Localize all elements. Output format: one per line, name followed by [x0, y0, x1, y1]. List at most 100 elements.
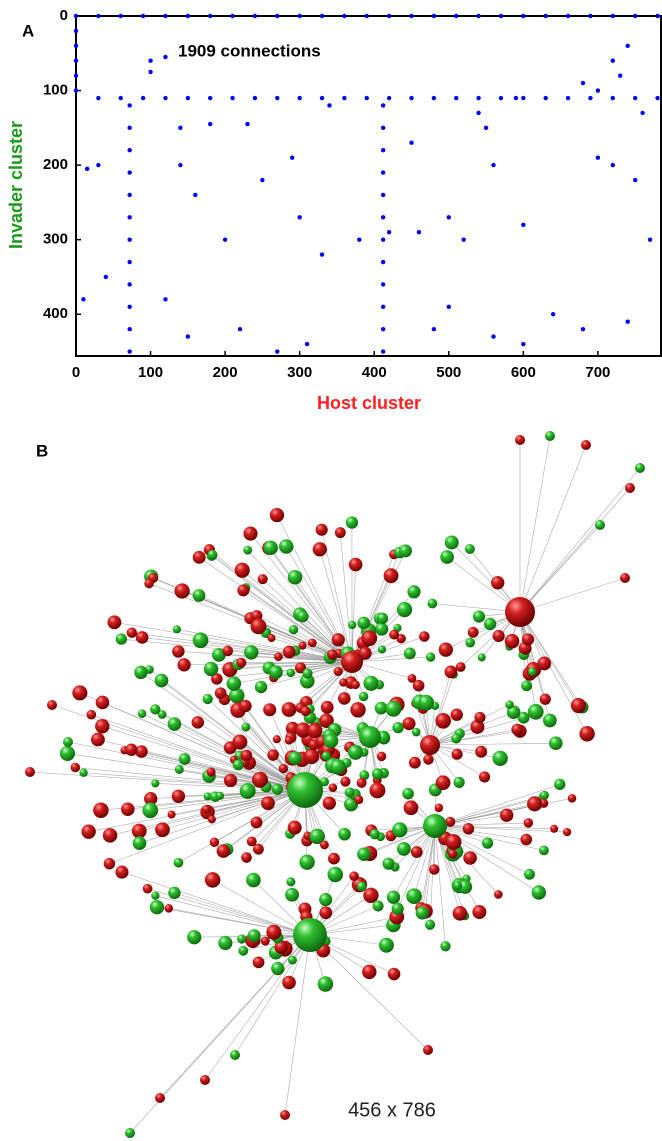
node [415, 906, 429, 920]
point [364, 13, 369, 19]
point [380, 215, 386, 220]
node [177, 658, 191, 672]
node [192, 632, 209, 649]
node [247, 929, 261, 943]
edge [429, 744, 485, 778]
node [207, 549, 218, 560]
point [595, 88, 601, 93]
node [135, 745, 148, 758]
point [96, 95, 101, 101]
point [625, 319, 630, 324]
node [475, 745, 488, 758]
point [431, 13, 437, 19]
node [79, 768, 88, 777]
node [505, 700, 514, 709]
point [380, 237, 386, 242]
point [632, 95, 638, 101]
node [581, 440, 591, 450]
node [299, 673, 315, 689]
node [429, 864, 440, 875]
edge [294, 577, 353, 663]
point [319, 252, 325, 257]
node [173, 857, 184, 868]
node [538, 845, 549, 856]
x-tick-label: 400 [362, 364, 387, 381]
node [408, 756, 421, 769]
point [118, 13, 123, 19]
node [192, 589, 206, 602]
y-tick-label: 200 [43, 156, 68, 173]
node [25, 767, 35, 777]
node [396, 601, 413, 618]
edge [212, 879, 311, 936]
node [172, 625, 181, 634]
edge [519, 467, 641, 613]
node [377, 645, 387, 654]
node [625, 483, 635, 493]
node [207, 815, 216, 824]
node [191, 716, 205, 729]
node [327, 866, 344, 883]
edge [91, 714, 306, 791]
node [453, 776, 465, 788]
node [444, 665, 458, 679]
node [125, 743, 138, 756]
point [207, 121, 213, 127]
node [474, 711, 486, 723]
node [527, 796, 543, 812]
node [389, 629, 400, 640]
edge [309, 934, 429, 1051]
edge [393, 825, 436, 898]
node [434, 803, 444, 813]
point [127, 282, 132, 287]
node [494, 890, 503, 899]
edge [519, 435, 551, 613]
node [467, 626, 479, 638]
point [140, 13, 146, 19]
node [349, 871, 359, 882]
node [511, 723, 524, 736]
node [164, 904, 174, 913]
point [580, 326, 586, 332]
point [632, 177, 638, 183]
panel-label: A [22, 21, 34, 40]
node [229, 687, 245, 704]
node [155, 1093, 165, 1103]
node [267, 633, 276, 643]
node [579, 726, 595, 742]
node [330, 759, 346, 775]
node [361, 630, 378, 647]
node [268, 665, 283, 680]
node [438, 642, 453, 657]
node [452, 906, 468, 921]
point [96, 13, 101, 19]
point [127, 103, 132, 108]
point [297, 13, 302, 19]
point [185, 13, 191, 19]
point [96, 162, 101, 168]
point [498, 95, 504, 101]
edge [102, 725, 306, 791]
node [481, 837, 494, 849]
edge [100, 789, 306, 811]
edge [434, 825, 446, 947]
point [73, 28, 79, 34]
edge [429, 742, 556, 746]
edge [351, 656, 431, 663]
node [385, 700, 402, 717]
point [655, 13, 660, 19]
node [223, 773, 238, 788]
node [287, 772, 323, 808]
node [323, 733, 339, 749]
node [362, 964, 377, 980]
point [610, 162, 615, 168]
edge [519, 444, 587, 613]
edge [519, 611, 583, 708]
node [246, 836, 257, 847]
node [209, 837, 220, 848]
node [427, 598, 438, 609]
point [81, 297, 86, 302]
node [334, 527, 346, 539]
point [386, 95, 392, 101]
node [451, 748, 463, 760]
